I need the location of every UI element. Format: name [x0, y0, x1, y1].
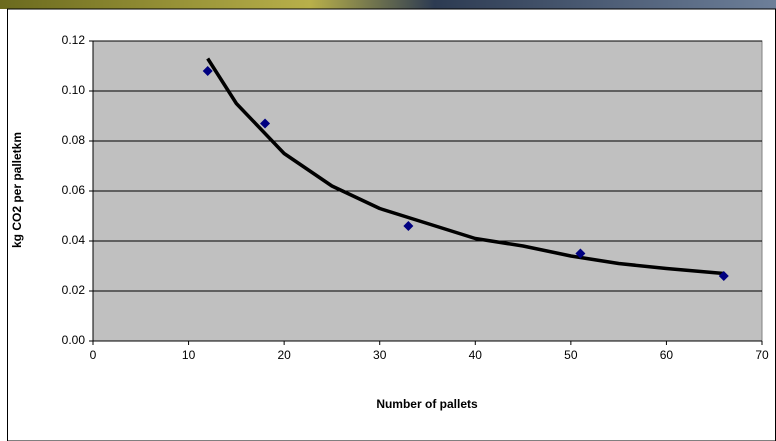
- y-tick-label: 0.06: [62, 183, 86, 197]
- x-tick-label: 50: [564, 348, 578, 362]
- x-tick-label: 60: [660, 348, 674, 362]
- point: [575, 248, 586, 259]
- y-tick-label: 0.02: [62, 283, 86, 297]
- point: [260, 118, 271, 129]
- x-tick-label: 30: [373, 348, 387, 362]
- y-tick-label: 0.10: [62, 83, 86, 97]
- y-tick-label: 0.00: [62, 333, 86, 347]
- point: [403, 221, 414, 231]
- x-tick-label: 0: [90, 348, 97, 362]
- y-tick-label: 0.12: [62, 33, 86, 47]
- x-tick-label: 10: [182, 348, 196, 362]
- x-axis-title: Number of pallets: [376, 397, 478, 411]
- y-axis-title: kg CO2 per palletkm: [10, 132, 24, 248]
- trendline: [206, 57, 724, 276]
- y-tick-label: 0.08: [62, 133, 86, 147]
- point: [202, 66, 213, 76]
- point: [718, 271, 729, 281]
- x-tick-label: 40: [469, 348, 483, 362]
- banner: [0, 0, 776, 9]
- y-tick-label: 0.04: [62, 233, 86, 247]
- x-tick-label: 20: [277, 348, 291, 362]
- x-tick-label: 70: [755, 348, 769, 362]
